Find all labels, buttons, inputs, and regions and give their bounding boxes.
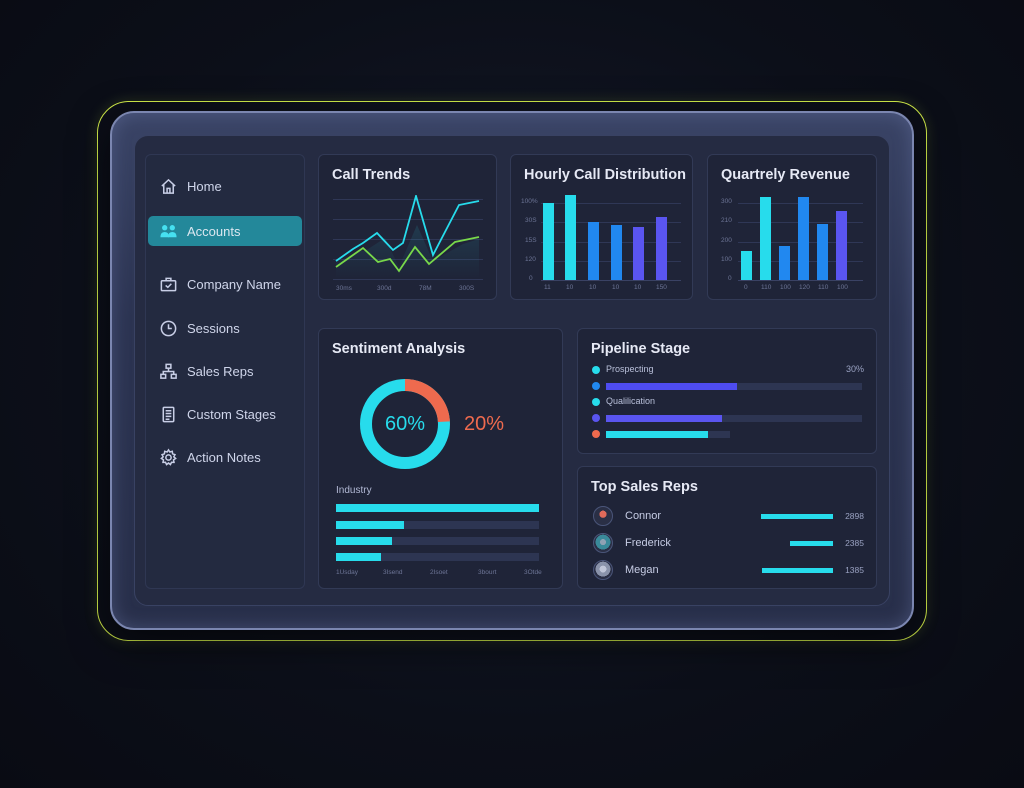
industry-label: Industry: [336, 485, 372, 496]
tablet-device: Home Accounts Company Name: [110, 111, 914, 630]
stage-dot: [592, 382, 600, 390]
pipeline-stage-card: Pipeline Stage Prospecting 30% Qualilica…: [577, 328, 877, 454]
glow-frame: [97, 101, 927, 641]
rep-name: Frederick: [625, 537, 671, 549]
line-chart: [333, 195, 483, 285]
rep-bar: [790, 540, 833, 546]
clock-icon: [158, 318, 178, 338]
sidebar-item-action-notes[interactable]: Action Notes: [148, 442, 302, 472]
industry-bar: [336, 521, 539, 529]
card-title: Hourly Call Distribution: [524, 167, 686, 183]
rep-value: 1385: [845, 565, 864, 575]
sidebar-item-label: Company Name: [187, 276, 281, 292]
stage-dot: [592, 398, 600, 406]
dashboard: Home Accounts Company Name: [145, 154, 881, 597]
home-icon: [158, 176, 178, 196]
bar: [656, 217, 667, 280]
sidebar-item-sessions[interactable]: Sessions: [148, 313, 302, 343]
card-title: Quartrely Revenue: [721, 167, 850, 183]
card-title: Pipeline Stage: [591, 341, 691, 357]
rep-name: Connor: [625, 510, 662, 522]
rep-name: Megan: [625, 564, 659, 576]
rep-value: 2898: [845, 511, 864, 521]
rep-value: 2385: [845, 538, 864, 548]
donut-secondary-value: 20%: [464, 413, 505, 435]
sidebar-item-company-name[interactable]: Company Name: [148, 269, 302, 299]
stage-value: 30%: [845, 364, 864, 374]
rep-bar: [762, 567, 833, 573]
bar: [798, 197, 809, 280]
sidebar-item-label: Home: [187, 178, 222, 194]
stage-dot: [592, 366, 600, 374]
rep-bar: [761, 513, 833, 519]
bar: [611, 225, 622, 280]
hourly-distribution-card: Hourly Call Distribution 100% 30S 15S 12…: [510, 154, 693, 300]
org-chart-icon: [158, 361, 178, 381]
sentiment-analysis-card: Sentiment Analysis 60% 20% Industry 1Usd…: [318, 328, 563, 589]
sidebar-item-home[interactable]: Home: [148, 171, 302, 201]
rep-row[interactable]: Connor 2898: [593, 505, 864, 527]
rep-row[interactable]: Megan 1385: [593, 559, 864, 581]
document-icon: [158, 404, 178, 424]
industry-bar: [336, 537, 539, 545]
bar: [779, 246, 790, 280]
bar: [760, 197, 771, 280]
sidebar: Home Accounts Company Name: [145, 154, 305, 589]
sidebar-item-label: Sessions: [187, 320, 240, 336]
stage-dot: [592, 414, 600, 422]
quarterly-revenue-card: Quartrely Revenue 300 210 200 100 0: [707, 154, 877, 300]
top-sales-reps-card: Top Sales Reps Connor 2898 Frederick 238…: [577, 466, 877, 589]
stage-bar: [606, 431, 730, 438]
card-title: Call Trends: [332, 167, 411, 183]
card-title: Sentiment Analysis: [332, 341, 466, 357]
sidebar-item-label: Action Notes: [187, 449, 261, 465]
sidebar-item-label: Sales Reps: [187, 363, 254, 379]
stage-bar: [606, 383, 862, 390]
users-icon: [158, 221, 178, 241]
bar: [565, 195, 576, 280]
sidebar-item-accounts[interactable]: Accounts: [148, 216, 302, 246]
dashboard-window: Home Accounts Company Name: [134, 135, 890, 606]
bar: [543, 203, 554, 280]
stage-dot: [592, 430, 600, 438]
rep-row[interactable]: Frederick 2385: [593, 532, 864, 554]
sidebar-item-label: Accounts: [187, 223, 241, 239]
card-title: Top Sales Reps: [591, 479, 698, 495]
sidebar-item-custom-stages[interactable]: Custom Stages: [148, 399, 302, 429]
bar: [741, 251, 752, 280]
bar: [633, 227, 644, 280]
industry-bar: [336, 504, 539, 512]
donut-center-value: 60%: [385, 413, 426, 435]
sidebar-item-sales-reps[interactable]: Sales Reps: [148, 356, 302, 386]
bar: [588, 222, 599, 280]
briefcase-icon: [158, 274, 178, 294]
bar: [836, 211, 847, 280]
sentiment-donut: [360, 379, 450, 469]
gear-icon: [158, 447, 178, 467]
stage-bar: [606, 415, 862, 422]
bar: [817, 224, 828, 280]
sidebar-item-label: Custom Stages: [187, 406, 276, 422]
avatar: [593, 506, 613, 526]
bar-chart: [738, 195, 863, 281]
stage-label: Prospecting: [606, 364, 654, 374]
avatar: [593, 560, 613, 580]
call-trends-card: Call Trends 30ms: [318, 154, 497, 300]
stage-label: Qualilication: [606, 396, 656, 406]
industry-bar: [336, 553, 539, 561]
bar-chart: [541, 195, 681, 281]
call-trends-lines: [335, 195, 480, 279]
avatar: [593, 533, 613, 553]
